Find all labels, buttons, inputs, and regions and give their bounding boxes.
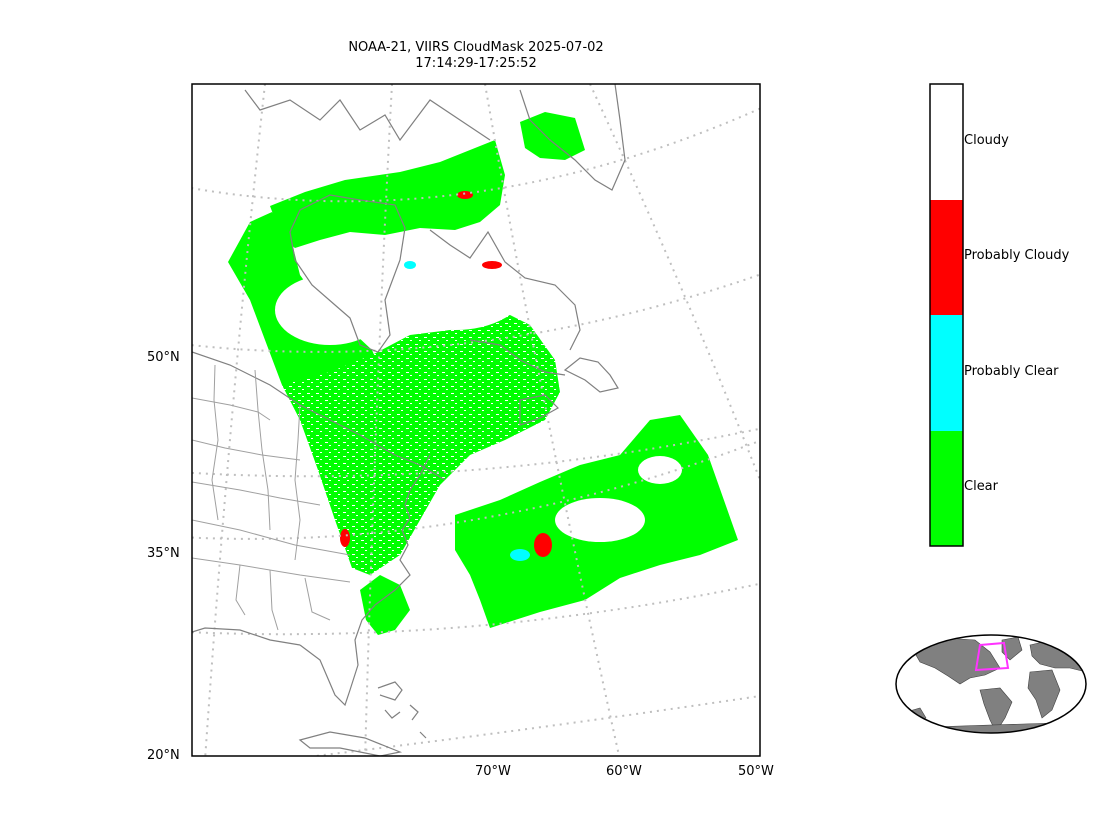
greenland-coast: [519, 84, 626, 191]
inset-extent-box: [974, 641, 1010, 672]
swath-clear-south: [360, 575, 410, 635]
state-border-2: [192, 439, 301, 461]
swath-clear-greenland: [520, 112, 585, 160]
prob-cloudy-patch-3: [340, 529, 350, 547]
colorbar-segment-probably-clear: [930, 315, 963, 431]
map-plot-area: [192, 84, 760, 756]
arctic-islands-coast: [244, 89, 491, 142]
prob-cloudy-patch-1: [534, 533, 552, 557]
legend-label-clear: Clear: [964, 479, 998, 494]
legend-label-cloudy: Cloudy: [964, 133, 1009, 148]
meridian-70w: [364, 84, 393, 756]
state-border-9: [235, 564, 246, 616]
legend-label-probably-cloudy: Probably Cloudy: [964, 248, 1070, 263]
state-border-11: [304, 577, 331, 621]
nova-scotia-coast: [519, 394, 559, 426]
cuba-coast: [298, 731, 403, 756]
lon-tick-label: 70°W: [475, 764, 511, 779]
colorbar-segment-clear: [930, 431, 963, 546]
graticule: [192, 84, 760, 756]
meridian-50w: [589, 84, 760, 481]
labrador-coast: [429, 229, 581, 351]
title-line-2: 17:14:29-17:25:52: [415, 56, 537, 71]
state-border-6: [211, 364, 219, 521]
us-canada-border: [192, 351, 446, 481]
state-border-3: [192, 481, 321, 506]
lat-tick-label: 35°N: [147, 546, 180, 561]
state-border-10: [269, 569, 279, 631]
map-title: NOAA-21, VIIRS CloudMask 2025-07-02 17:1…: [186, 40, 766, 72]
cloud-area-hudson: [275, 275, 385, 345]
gulf-coast: [192, 627, 301, 646]
caribbean-coast: [377, 681, 403, 701]
parallel-60n: [192, 107, 760, 203]
parallel-30n: [192, 582, 760, 636]
prob-clear-patch-1: [510, 549, 530, 561]
state-border-4: [192, 519, 351, 556]
parallel-40n: [192, 427, 760, 478]
inset-north-america: [911, 637, 1001, 685]
newfoundland-coast: [563, 357, 619, 393]
state-borders: [192, 364, 351, 631]
state-border-8: [294, 404, 301, 561]
colorbar-frame: [929, 83, 964, 547]
state-border-7: [254, 369, 271, 531]
parallel-50n: [192, 273, 760, 353]
parallel-20n: [306, 694, 760, 756]
bahamas-coast: [384, 704, 427, 739]
inset-world-map: [895, 634, 1087, 734]
hudson-bay-coast: [289, 194, 406, 353]
prob-cloudy-patch-2: [482, 261, 502, 269]
inset-outline: [895, 634, 1087, 734]
inset-africa: [1027, 669, 1061, 719]
parallel-35n: [192, 439, 760, 540]
inset-antarctica: [899, 721, 1086, 733]
meridian-60w: [484, 84, 621, 756]
gulf-st-lawrence-coast: [469, 339, 566, 376]
lon-tick-label: 60°W: [606, 764, 642, 779]
prob-clear-patch-2: [404, 261, 416, 269]
cloud-area-ocean-2: [638, 456, 682, 484]
lat-tick-label: 50°N: [147, 350, 180, 365]
cloud-area-ocean: [555, 498, 645, 542]
state-border-1: [192, 397, 271, 421]
map-frame: [191, 83, 761, 757]
coastlines: [192, 84, 626, 756]
swath-clear-north: [270, 140, 505, 248]
colorbar-segment-probably-cloudy: [930, 200, 963, 315]
prob-cloudy-patch-4: [457, 191, 473, 199]
title-line-1: NOAA-21, VIIRS CloudMask 2025-07-02: [348, 40, 604, 55]
inset-greenland: [1001, 636, 1023, 661]
state-border-5: [192, 557, 351, 583]
meridian-80w: [204, 84, 266, 756]
cloud-mask-swath: [228, 112, 738, 635]
swath-clear-central: [282, 310, 560, 575]
legend-label-probably-clear: Probably Clear: [964, 364, 1059, 379]
colorbar-segment-cloudy: [930, 84, 963, 200]
lat-tick-label: 20°N: [147, 748, 180, 763]
cloud-area-quebec: [385, 250, 525, 330]
colorbar: [929, 83, 964, 547]
east-coast-us: [299, 454, 431, 707]
lon-tick-label: 50°W: [738, 764, 774, 779]
